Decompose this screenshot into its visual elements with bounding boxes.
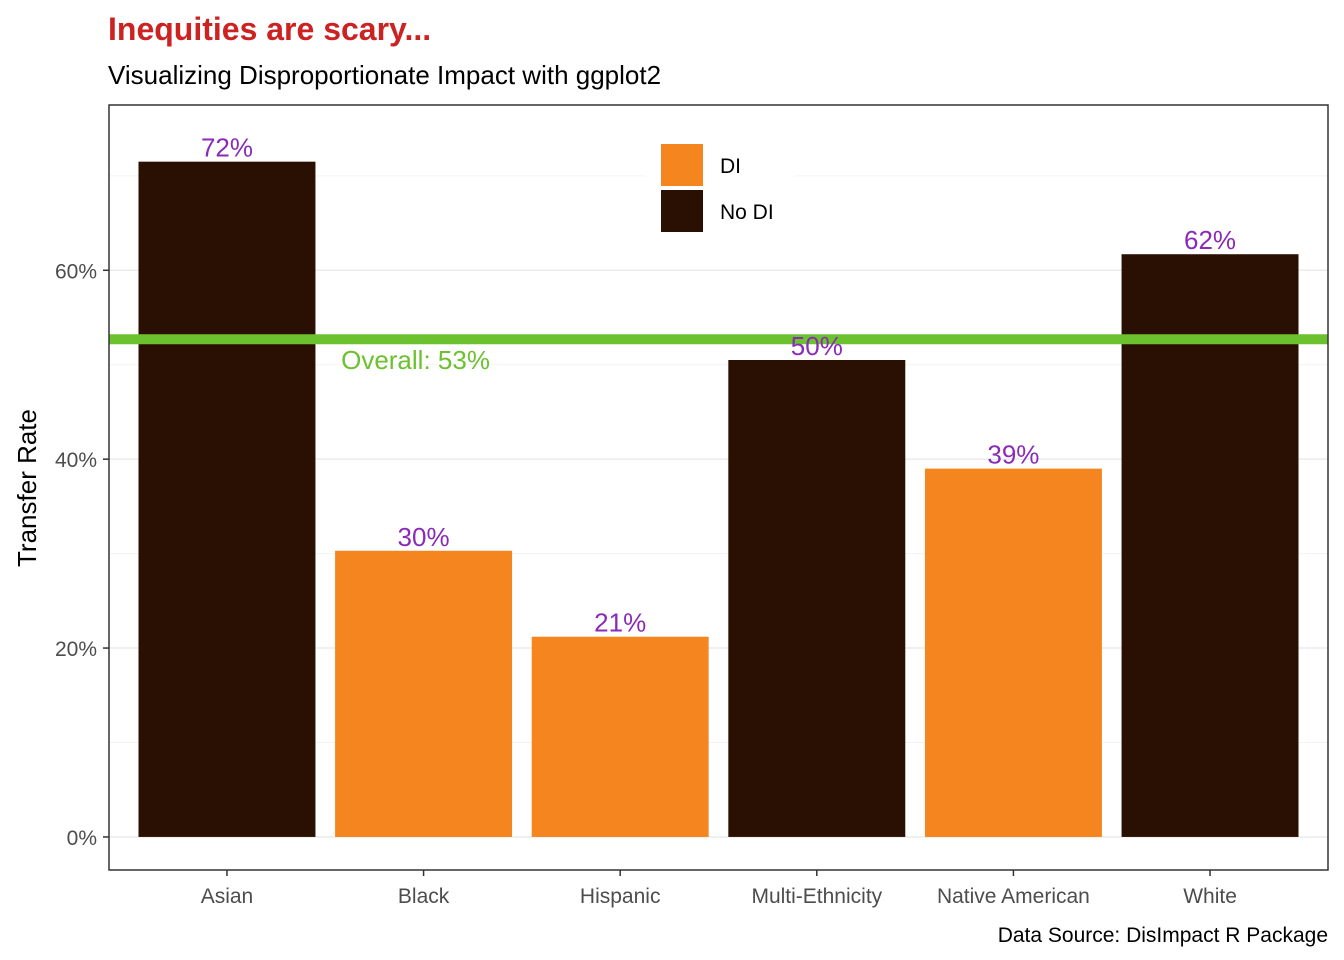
- legend-entry: DI: [720, 155, 741, 178]
- legend-key: [661, 190, 703, 232]
- caption: Data Source: DisImpact R Package: [998, 924, 1328, 947]
- legend-entry: No DI: [720, 201, 774, 224]
- y-axis: 0% 20% 40% 60%: [55, 260, 109, 850]
- bars: [138, 161, 1299, 837]
- bar-value-label: 72%: [201, 133, 253, 163]
- x-tick-label: Multi-Ethnicity: [751, 885, 882, 908]
- bar-value-label: 62%: [1184, 225, 1236, 255]
- x-tick-label: Asian: [201, 885, 254, 908]
- x-tick-label: Native American: [937, 885, 1090, 908]
- x-tick-label: Black: [398, 885, 450, 908]
- plot-panel-border: [108, 104, 1329, 871]
- bar-multi-ethnicity: [728, 360, 906, 837]
- x-tick-label: White: [1183, 885, 1237, 908]
- chart-subtitle: Visualizing Disproportionate Impact with…: [108, 60, 661, 90]
- legend-key: [661, 144, 703, 186]
- bar-value-label: 50%: [791, 331, 843, 361]
- bar-value-label: 21%: [594, 608, 646, 638]
- overall-reference: Overall: 53%: [109, 334, 1328, 375]
- y-tick-label: 20%: [55, 638, 97, 661]
- y-axis-title: Transfer Rate: [12, 409, 42, 567]
- legend: DI No DI: [646, 127, 794, 243]
- bar-value-label: 30%: [398, 522, 450, 552]
- bar-white: [1121, 254, 1299, 837]
- x-axis: Asian Black Hispanic Multi-Ethnicity Native …: [201, 870, 1237, 908]
- y-tick-label: 0%: [67, 827, 97, 850]
- chart-title: Inequities are scary...: [108, 11, 431, 47]
- bar-labels: 72% 30% 21% 50% 39% 62%: [201, 133, 1236, 638]
- y-tick-label: 60%: [55, 260, 97, 283]
- y-tick-label: 40%: [55, 449, 97, 472]
- bar-native-american: [924, 468, 1102, 837]
- bar-value-label: 39%: [987, 440, 1039, 470]
- bar-black: [335, 550, 513, 837]
- overall-label: Overall: 53%: [341, 345, 490, 375]
- x-tick-label: Hispanic: [580, 885, 661, 908]
- bar-hispanic: [531, 636, 709, 837]
- bar-asian: [138, 161, 316, 837]
